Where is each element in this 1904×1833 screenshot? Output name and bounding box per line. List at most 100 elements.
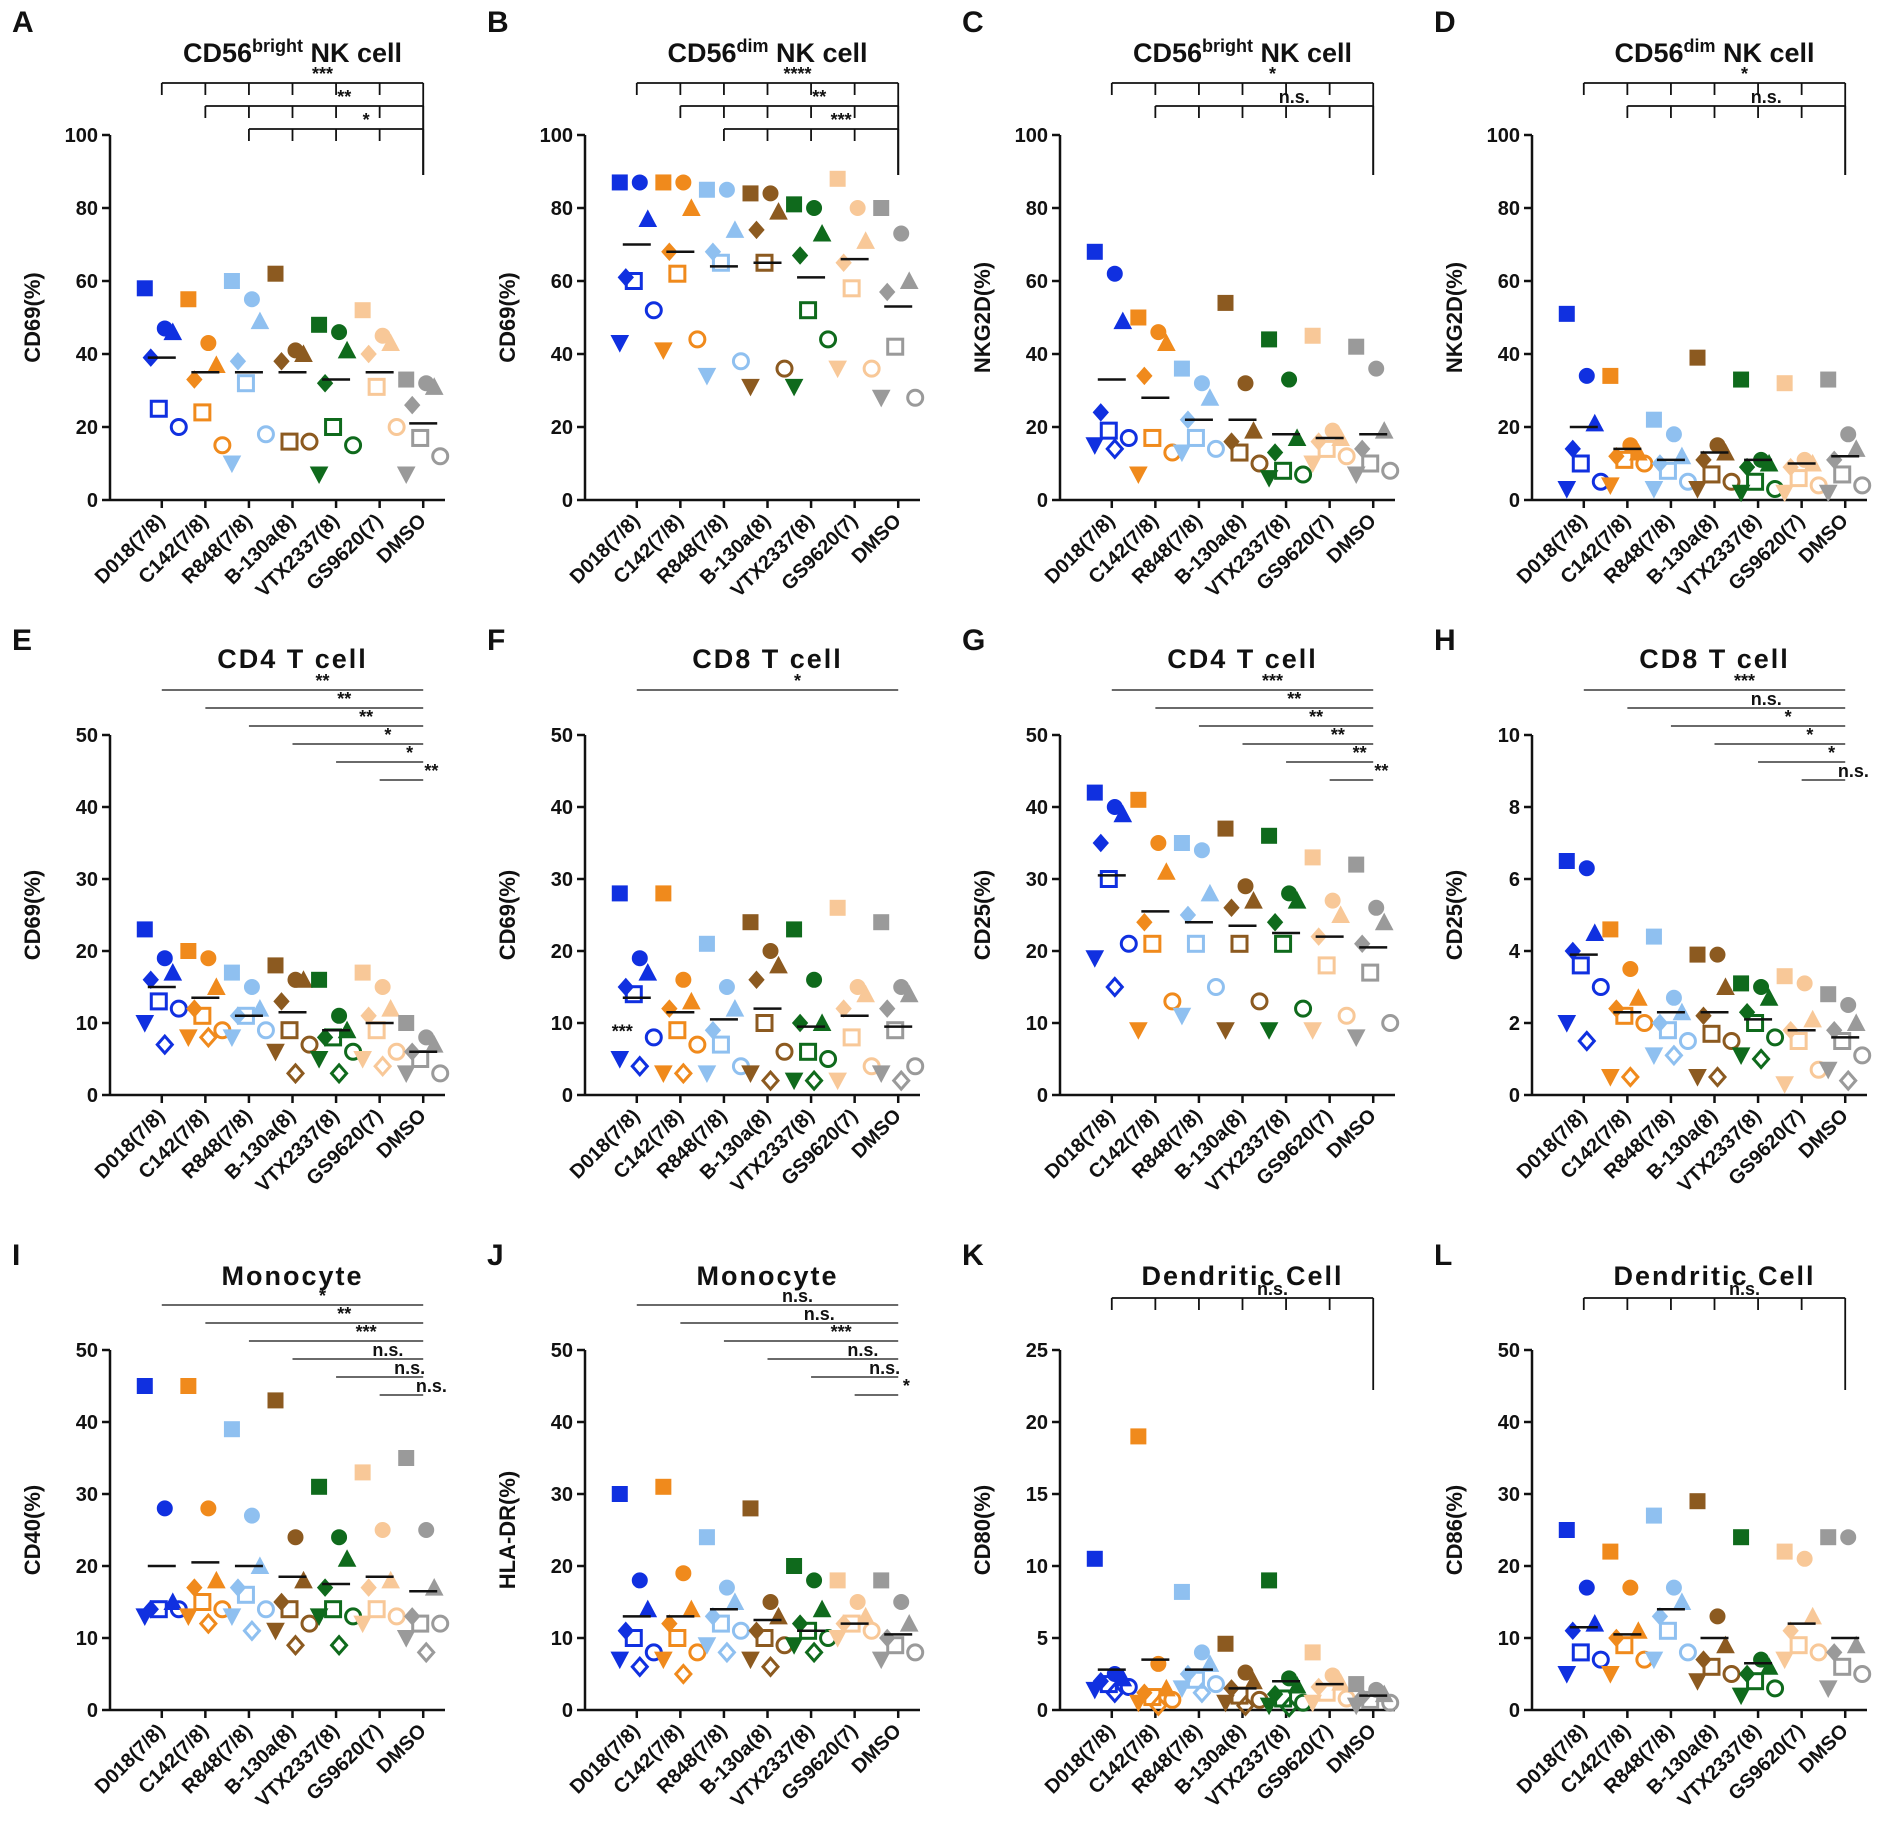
data-point	[829, 1572, 846, 1589]
data-point	[411, 428, 430, 447]
y-tick-label: 80	[1026, 198, 1048, 220]
data-point	[1571, 454, 1590, 473]
data-point	[1085, 950, 1105, 968]
data-point	[1304, 327, 1321, 344]
data-point	[871, 1651, 891, 1670]
significance-label: *	[1269, 64, 1276, 84]
data-point	[1733, 975, 1750, 992]
y-tick-label: 80	[1498, 198, 1520, 220]
data-point	[1709, 1608, 1726, 1625]
data-point	[829, 899, 846, 916]
significance-label: **	[1287, 689, 1301, 709]
significance-label: n.s.	[1751, 689, 1782, 709]
data-point	[835, 999, 852, 1018]
data-point	[404, 395, 421, 415]
x-tick-label: DMSO	[1323, 510, 1381, 568]
title-rest: NK cell	[1253, 38, 1352, 68]
data-point	[611, 885, 628, 902]
data-point	[1722, 1665, 1741, 1683]
title-main: CD8 T cell	[692, 644, 843, 674]
data-point	[367, 1021, 386, 1040]
y-axis-label: CD80(%)	[970, 1485, 995, 1575]
data-point	[193, 403, 212, 422]
title-main: CD56	[1133, 38, 1202, 68]
data-point	[1644, 1651, 1664, 1670]
data-point	[1838, 1069, 1858, 1092]
data-point	[207, 977, 226, 995]
data-point	[266, 1622, 285, 1641]
data-point	[236, 374, 255, 393]
data-point	[229, 352, 247, 371]
data-point	[819, 1050, 838, 1068]
data-point	[1688, 481, 1707, 499]
data-point	[1294, 465, 1313, 484]
data-point	[655, 1478, 672, 1495]
data-point	[842, 1028, 861, 1047]
data-point	[1846, 1013, 1866, 1031]
data-point	[309, 466, 329, 485]
data-point	[1776, 375, 1793, 392]
data-point	[316, 1578, 334, 1597]
data-point	[1751, 1048, 1771, 1070]
significance-label: **	[359, 707, 373, 727]
data-point	[1086, 1550, 1103, 1567]
data-point	[360, 344, 377, 364]
title-superscript: dim	[736, 36, 768, 56]
data-point	[136, 280, 153, 297]
data-point	[1731, 1047, 1751, 1065]
data-point	[828, 360, 847, 379]
data-point	[697, 1065, 717, 1083]
data-point	[856, 984, 875, 1003]
data-point	[1672, 1592, 1692, 1610]
data-point	[367, 377, 386, 396]
x-tick-label: DMSO	[373, 510, 431, 568]
data-point	[200, 335, 217, 352]
data-point	[891, 1069, 911, 1092]
data-point	[1129, 466, 1148, 485]
data-point	[871, 389, 891, 408]
data-point	[1577, 1030, 1597, 1052]
data-point	[207, 1570, 226, 1589]
data-point	[755, 1014, 774, 1032]
data-point	[1237, 1664, 1254, 1681]
data-point	[1150, 324, 1167, 341]
data-point	[718, 1579, 735, 1596]
data-point	[398, 371, 415, 388]
data-point	[1564, 1621, 1581, 1641]
data-point	[718, 181, 735, 198]
data-point	[668, 264, 687, 283]
data-point	[842, 279, 861, 298]
data-point	[431, 1064, 450, 1083]
data-point	[644, 301, 663, 320]
data-point	[1157, 333, 1176, 352]
data-point	[828, 1072, 847, 1091]
data-point	[682, 198, 701, 216]
data-point	[135, 1608, 155, 1626]
data-point	[1337, 447, 1356, 466]
data-point	[1776, 968, 1793, 985]
data-point	[1216, 1694, 1235, 1713]
data-point	[142, 970, 159, 990]
data-point	[1789, 1636, 1808, 1655]
data-point	[1230, 443, 1249, 462]
y-tick-label: 30	[76, 869, 98, 891]
data-point	[893, 1594, 910, 1610]
data-point	[329, 1634, 349, 1656]
data-point	[611, 1486, 628, 1502]
data-point	[849, 200, 866, 216]
panel-i: IMonocyte01020304050CD40(%)D018(7/8)C142…	[12, 1239, 450, 1812]
x-tick-label: DMSO	[1795, 510, 1853, 568]
data-point	[354, 1464, 371, 1481]
significance-label: **	[1353, 743, 1367, 763]
data-point	[786, 921, 803, 938]
data-point	[337, 1549, 357, 1567]
data-point	[1157, 862, 1176, 880]
data-point	[879, 999, 896, 1018]
data-point	[1707, 1066, 1728, 1088]
data-point	[387, 1042, 406, 1061]
significance-label: *	[406, 743, 413, 763]
data-point	[873, 200, 890, 216]
chart-title: Monocyte	[696, 1261, 838, 1291]
